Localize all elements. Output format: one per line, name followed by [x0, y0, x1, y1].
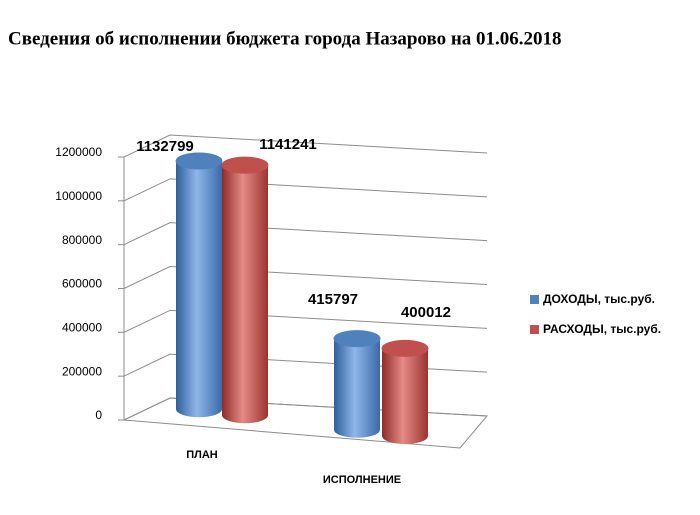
bar-top [381, 339, 429, 357]
bar [382, 348, 428, 445]
grid-line [123, 178, 488, 202]
bar [334, 338, 380, 438]
value-label: 400012 [401, 304, 451, 321]
bar-top [221, 156, 269, 174]
value-label: 1132799 [136, 138, 194, 155]
legend-label: ДОХОДЫ, тыс.руб. [543, 292, 655, 306]
y-tick-label: 400000 [62, 321, 102, 335]
legend-swatch [530, 325, 539, 334]
grid-line [123, 353, 488, 377]
y-tick-label: 200000 [62, 364, 102, 378]
bar [222, 165, 268, 424]
grid-line [123, 397, 488, 421]
grid-line [123, 265, 488, 289]
x-tick-label: ПЛАН [186, 449, 218, 461]
bar [176, 160, 222, 418]
y-tick-label: 1000000 [55, 189, 102, 203]
bar-top [333, 330, 381, 348]
grid-line [123, 134, 488, 158]
grid-line [123, 222, 488, 246]
y-tick-label: 0 [95, 408, 102, 422]
y-tick-label: 800000 [62, 233, 102, 247]
legend-label: РАСХОДЫ, тыс.руб. [543, 322, 661, 336]
x-tick-label: ИСПОЛНЕНИЕ [323, 474, 401, 486]
value-label: 1141241 [259, 136, 317, 153]
y-tick-label: 1200000 [55, 145, 102, 159]
y-tick-label: 600000 [62, 277, 102, 291]
legend-swatch [530, 295, 539, 304]
grid-line [123, 309, 488, 333]
value-label: 415797 [308, 291, 358, 308]
chart-title: Сведения об исполнении бюджета города На… [8, 28, 562, 49]
bar-top [175, 152, 223, 170]
